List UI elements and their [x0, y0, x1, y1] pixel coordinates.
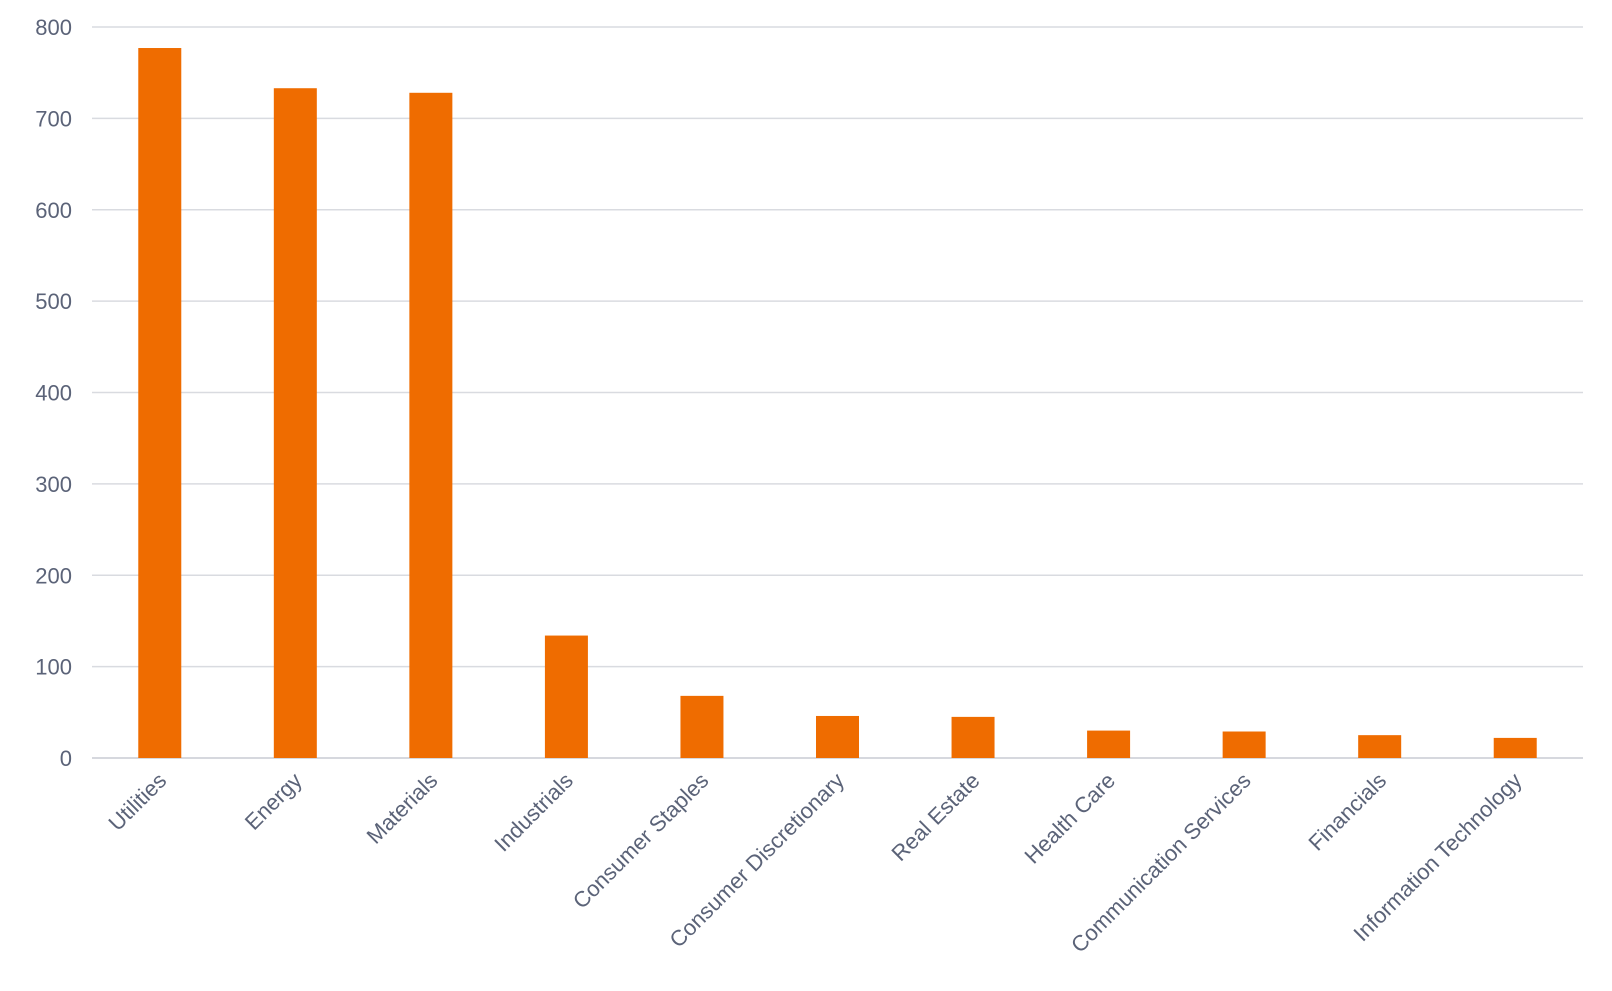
x-tick-label: Consumer Staples: [568, 768, 714, 914]
y-tick-label: 100: [35, 655, 72, 680]
bar-consumer-discretionary: [816, 715, 859, 758]
bar-materials: [409, 92, 453, 759]
bar-energy: [273, 88, 317, 758]
x-tick-label: Utilities: [103, 768, 171, 836]
x-axis-ticks: Utilities Energy Materials IndustrialsConsu…: [103, 768, 1526, 958]
y-tick-label: 600: [35, 198, 72, 223]
y-tick-label: 200: [35, 563, 72, 588]
bar-information-technology: [1493, 737, 1537, 758]
y-tick-label: 700: [35, 106, 72, 131]
y-tick-label: 300: [35, 472, 72, 497]
bar-communication-services: [1222, 731, 1266, 758]
y-axis-ticks: 0 100 200 300 400 500 600 700 800: [35, 15, 72, 771]
bar-industrials: [544, 635, 588, 758]
y-tick-label: 800: [35, 15, 72, 40]
y-tick-label: 400: [35, 381, 72, 406]
bar-utilities: [138, 48, 182, 759]
x-tick-label: Real Estate: [886, 768, 984, 866]
y-tick-label: 500: [35, 289, 72, 314]
bars: [138, 48, 1537, 759]
y-tick-label: 0: [60, 746, 72, 771]
x-tick-label: Financials: [1304, 768, 1392, 856]
x-tick-label: Health Care: [1019, 768, 1120, 869]
bar-financials: [1358, 735, 1402, 758]
grid-lines: [92, 26, 1583, 759]
bar-consumer-staples: [680, 695, 724, 758]
x-tick-label: Materials: [362, 768, 443, 849]
bar-real-estate: [951, 716, 995, 758]
x-tick-label: Energy: [240, 768, 307, 835]
bar-health-care: [1087, 730, 1131, 758]
x-tick-label: Industrials: [489, 768, 578, 857]
